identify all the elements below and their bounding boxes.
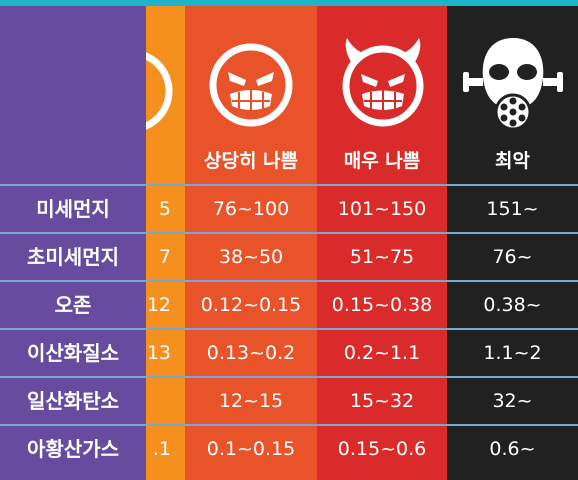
gas-mask-icon [463,38,563,131]
cell-extremely-bad: 51~75 [349,246,415,268]
worst-level-column: 최악 [447,6,578,480]
face-partial-icon [146,52,173,130]
cell-extremely-bad: 0.15~0.38 [331,294,433,316]
row-label-so2: 아황산가스 [27,437,119,461]
cell-worst: 0.6~ [489,438,536,460]
extremely-bad-level-column: 매우 나쁨 [317,6,447,480]
cell-very-bad: 12~15 [218,390,284,412]
cell-extremely-bad: 15~32 [349,390,415,412]
row-label-co: 일산화탄소 [27,389,119,413]
cell-extremely-bad: 0.15~0.6 [337,438,427,460]
row-separator [0,424,578,426]
cell-worst: 76~ [492,246,533,268]
header-worst: 최악 [495,150,530,172]
row-label-pm25: 초미세먼지 [27,245,119,269]
cell-very-bad: 0.13~0.2 [206,342,296,364]
cell-very-bad: 38~50 [218,246,284,268]
cell-extremely-bad: 101~150 [337,198,427,220]
very-bad-level-column: 상당히 나쁨 [185,6,317,480]
row-separator [0,376,578,378]
row-label-pm10: 미세먼지 [36,197,110,221]
pollutant-label-column [0,6,146,480]
cell-worst: 1.1~2 [483,342,542,364]
air-quality-table: 상당히 나쁨 매우 나쁨 [0,6,578,480]
cell-extremely-bad: 0.2~1.1 [343,342,421,364]
cell-bad: 5 [158,198,171,220]
row-separator [0,328,578,330]
row-separator [0,232,578,234]
bad-level-column [146,6,185,480]
header-extremely-bad: 매우 나쁨 [343,150,421,172]
cell-bad [146,378,185,424]
header-very-bad: 상당히 나쁨 [203,150,298,172]
cell-worst: 32~ [492,390,533,412]
cell-very-bad: 0.12~0.15 [200,294,302,316]
cell-very-bad: 76~100 [212,198,290,220]
cell-worst: 151~ [486,198,539,220]
cell-bad: 13 [146,342,171,364]
row-separator [0,280,578,282]
row-separator [0,184,578,186]
cell-bad: 7 [158,246,171,268]
cell-very-bad: 0.1~0.15 [206,438,296,460]
row-label-no2: 이산화질소 [27,341,119,365]
cell-bad: 12 [146,294,171,316]
row-label-ozone: 오존 [54,293,92,317]
devil-face-icon [342,38,424,127]
cell-bad: .1 [152,438,171,460]
cell-worst: 0.38~ [483,294,542,316]
evil-grin-face-icon [209,43,293,127]
